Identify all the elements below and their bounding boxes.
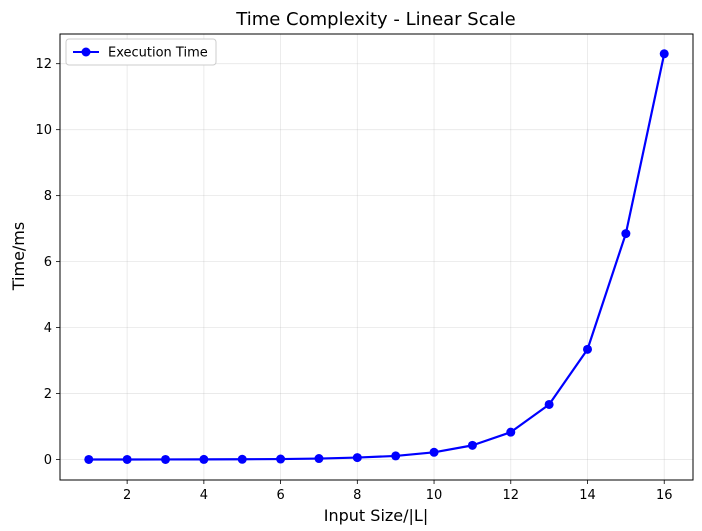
legend-marker-swatch: [81, 47, 91, 57]
data-point: [506, 427, 516, 437]
y-tick-label: 8: [44, 189, 52, 204]
y-tick-label: 12: [35, 57, 52, 72]
x-tick-label: 4: [200, 488, 208, 503]
x-axis-ticks: 2 4 6 8 10 12 14 16: [123, 480, 673, 503]
data-point: [467, 440, 477, 450]
data-point: [276, 454, 286, 464]
x-tick-label: 12: [502, 488, 519, 503]
legend-label-execution-time: Execution Time: [108, 46, 208, 61]
data-point: [429, 447, 439, 457]
y-tick-label: 4: [44, 321, 52, 336]
data-point: [621, 229, 631, 239]
data-point: [352, 453, 362, 463]
plot-frame: [59, 33, 694, 481]
data-point: [199, 454, 209, 464]
y-axis-ticks: 0 2 4 6 8 10 12: [35, 57, 60, 468]
grid-lines: [60, 34, 693, 480]
y-tick-label: 6: [44, 255, 52, 270]
chart-title: Time Complexity - Linear Scale: [235, 9, 515, 30]
y-tick-label: 10: [35, 123, 52, 138]
x-tick-label: 10: [426, 488, 443, 503]
y-tick-label: 0: [44, 453, 52, 468]
series-layer: [84, 49, 669, 464]
y-axis-label: Time/ms: [9, 222, 28, 291]
data-point: [544, 399, 554, 409]
data-point: [314, 454, 324, 464]
data-point: [161, 454, 170, 464]
x-tick-label: 14: [579, 488, 596, 503]
x-axis-label: Input Size/|L|: [324, 506, 428, 525]
legend-box: [65, 38, 217, 66]
data-point: [84, 454, 94, 464]
data-point: [583, 344, 592, 354]
series-line: [88, 53, 666, 461]
x-tick-label: 6: [276, 488, 284, 503]
data-point: [237, 454, 247, 464]
x-tick-label: 2: [123, 488, 131, 503]
x-tick-label: 16: [656, 488, 673, 503]
data-point: [122, 454, 132, 464]
y-tick-label: 2: [44, 387, 52, 402]
data-point: [391, 451, 401, 461]
data-point: [659, 49, 669, 59]
legend: Execution Time: [65, 38, 217, 66]
x-tick-label: 8: [353, 488, 361, 503]
